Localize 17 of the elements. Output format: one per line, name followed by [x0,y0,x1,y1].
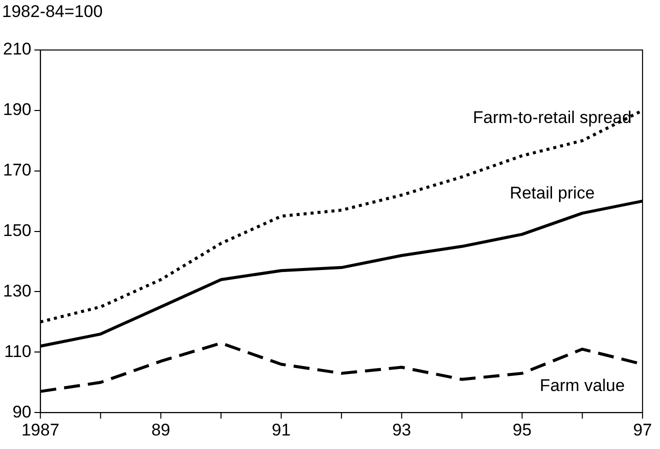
y-tick-label: 170 [2,160,32,180]
x-tick-label: 97 [633,420,652,440]
series-label: Farm value [540,376,625,395]
x-tick-label: 89 [151,420,170,440]
x-tick-label: 91 [272,420,291,440]
x-tick-label: 93 [392,420,412,440]
series-label: Farm-to-retail spread [472,108,632,127]
x-tick-label: 1987 [21,420,60,440]
y-axis-title: 1982-84=100 [2,2,103,22]
y-tick-label: 150 [2,220,32,240]
y-tick-label: 90 [12,402,32,422]
y-tick-label: 130 [2,281,32,300]
y-tick-label: 110 [4,342,32,361]
y-tick-label: 210 [2,40,32,59]
series-label: Retail price [510,183,595,202]
x-tick-label: 95 [512,420,532,440]
y-tick-label: 190 [2,100,32,120]
